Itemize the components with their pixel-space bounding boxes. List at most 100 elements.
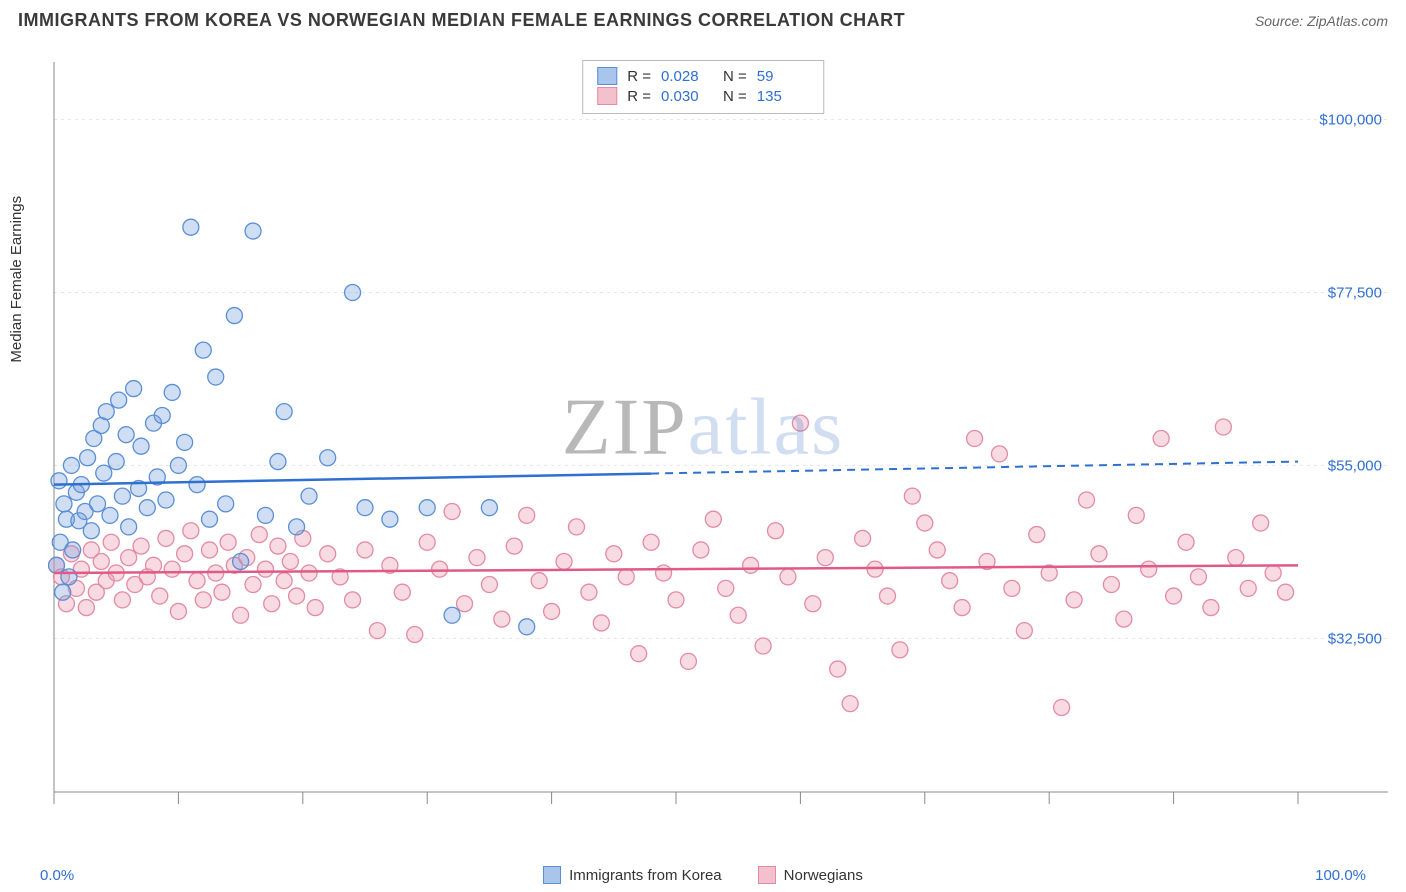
- data-point: [1228, 550, 1244, 566]
- data-point: [444, 607, 460, 623]
- data-point: [55, 584, 71, 600]
- data-point: [718, 580, 734, 596]
- data-point: [942, 573, 958, 589]
- data-point: [195, 592, 211, 608]
- data-point: [382, 511, 398, 527]
- data-point: [102, 507, 118, 523]
- data-point: [1278, 584, 1294, 600]
- data-point: [121, 550, 137, 566]
- data-point: [1116, 611, 1132, 627]
- data-point: [114, 488, 130, 504]
- data-point: [830, 661, 846, 677]
- data-point: [80, 450, 96, 466]
- data-point: [419, 500, 435, 516]
- data-point: [114, 592, 130, 608]
- data-point: [133, 538, 149, 554]
- data-point: [1128, 507, 1144, 523]
- legend-item-series1: Immigrants from Korea: [543, 866, 722, 884]
- data-point: [531, 573, 547, 589]
- data-point: [1054, 699, 1070, 715]
- data-point: [519, 619, 535, 635]
- data-point: [345, 285, 361, 301]
- data-point: [276, 404, 292, 420]
- data-point: [705, 511, 721, 527]
- data-point: [257, 561, 273, 577]
- data-point: [817, 550, 833, 566]
- corr-r-value: 0.030: [661, 88, 713, 105]
- data-point: [98, 404, 114, 420]
- data-point: [1091, 546, 1107, 562]
- data-point: [432, 561, 448, 577]
- data-point: [83, 523, 99, 539]
- data-point: [220, 534, 236, 550]
- plot-area: $32,500$55,000$77,500$100,000: [48, 56, 1388, 816]
- data-point: [301, 488, 317, 504]
- data-point: [357, 542, 373, 558]
- data-point: [1103, 577, 1119, 593]
- data-point: [63, 457, 79, 473]
- data-point: [1066, 592, 1082, 608]
- data-point: [481, 577, 497, 593]
- data-point: [369, 623, 385, 639]
- data-point: [631, 646, 647, 662]
- trend-line: [54, 474, 651, 485]
- swatch-icon: [597, 87, 617, 105]
- data-point: [904, 488, 920, 504]
- data-point: [154, 407, 170, 423]
- legend-label: Norwegians: [784, 867, 863, 884]
- data-point: [792, 415, 808, 431]
- data-point: [164, 561, 180, 577]
- legend-label: Immigrants from Korea: [569, 867, 722, 884]
- data-point: [118, 427, 134, 443]
- data-point: [1153, 431, 1169, 447]
- data-point: [126, 381, 142, 397]
- data-point: [1029, 527, 1045, 543]
- data-point: [257, 507, 273, 523]
- data-point: [581, 584, 597, 600]
- data-point: [1240, 580, 1256, 596]
- data-point: [419, 534, 435, 550]
- data-point: [170, 457, 186, 473]
- data-point: [48, 557, 64, 573]
- chart-title: IMMIGRANTS FROM KOREA VS NORWEGIAN MEDIA…: [18, 10, 905, 31]
- data-point: [743, 557, 759, 573]
- data-point: [170, 603, 186, 619]
- data-point: [270, 454, 286, 470]
- data-point: [544, 603, 560, 619]
- data-point: [1215, 419, 1231, 435]
- data-point: [202, 542, 218, 558]
- data-point: [139, 500, 155, 516]
- data-point: [606, 546, 622, 562]
- data-point: [519, 507, 535, 523]
- data-point: [289, 519, 305, 535]
- data-point: [494, 611, 510, 627]
- legend-item-series2: Norwegians: [758, 866, 863, 884]
- corr-row-series1: R = 0.028 N = 59: [597, 67, 809, 85]
- data-point: [656, 565, 672, 581]
- data-point: [289, 588, 305, 604]
- data-point: [270, 538, 286, 554]
- correlation-legend: R = 0.028 N = 59 R = 0.030 N = 135: [582, 60, 824, 114]
- bottom-legend: 0.0% Immigrants from Korea Norwegians 10…: [0, 866, 1406, 884]
- trend-line-dashed: [651, 462, 1298, 474]
- corr-r-value: 0.028: [661, 68, 713, 85]
- data-point: [643, 534, 659, 550]
- x-axis-max-label: 100.0%: [1315, 867, 1366, 884]
- data-point: [568, 519, 584, 535]
- data-point: [226, 308, 242, 324]
- data-point: [245, 577, 261, 593]
- data-point: [320, 546, 336, 562]
- data-point: [111, 392, 127, 408]
- data-point: [177, 434, 193, 450]
- data-point: [469, 550, 485, 566]
- data-point: [93, 553, 109, 569]
- data-point: [158, 492, 174, 508]
- data-point: [195, 342, 211, 358]
- data-point: [345, 592, 361, 608]
- data-point: [1079, 492, 1095, 508]
- data-point: [264, 596, 280, 612]
- data-point: [768, 523, 784, 539]
- data-point: [214, 584, 230, 600]
- data-point: [357, 500, 373, 516]
- data-point: [668, 592, 684, 608]
